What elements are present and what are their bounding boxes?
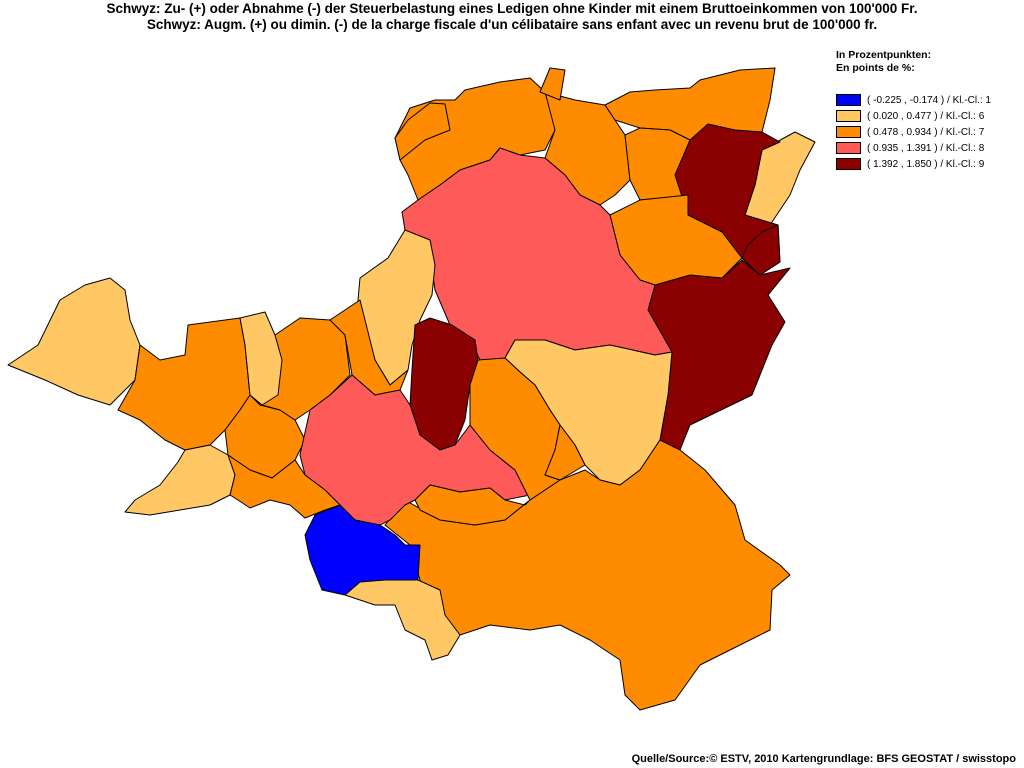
municipality-region[interactable] bbox=[394, 102, 451, 161]
municipality-region[interactable] bbox=[414, 484, 531, 526]
source-credit: Quelle/Source:© ESTV, 2010 Kartengrundla… bbox=[631, 753, 1016, 765]
legend-entry: ( 0.935 , 1.391 ) / Kl.-Cl.: 8 bbox=[836, 140, 991, 156]
municipality-region[interactable] bbox=[124, 444, 236, 516]
municipality-region[interactable] bbox=[604, 67, 776, 141]
municipality-region[interactable] bbox=[329, 299, 409, 396]
legend-label: ( -0.225 , -0.174 ) / Kl.-Cl.: 1 bbox=[867, 94, 991, 106]
legend-swatch bbox=[836, 110, 861, 122]
municipality-region[interactable] bbox=[741, 224, 781, 276]
municipality-region[interactable] bbox=[227, 454, 341, 519]
municipality-region[interactable] bbox=[384, 439, 791, 711]
legend-swatch bbox=[836, 142, 861, 154]
legend-swatch bbox=[836, 126, 861, 138]
municipality-region[interactable] bbox=[239, 311, 283, 406]
map-legend: In Prozentpunkten: En points de %: ( -0.… bbox=[836, 49, 991, 172]
legend-label: ( 1.392 , 1.850 ) / Kl.-Cl.: 9 bbox=[867, 158, 985, 170]
legend-heading-french: En points de %: bbox=[836, 62, 915, 74]
municipality-region[interactable] bbox=[224, 394, 306, 479]
municipality-region[interactable] bbox=[344, 579, 461, 661]
municipality-region[interactable] bbox=[539, 67, 566, 101]
legend-entry: ( 1.392 , 1.850 ) / Kl.-Cl.: 9 bbox=[836, 156, 991, 172]
legend-heading-german: In Prozentpunkten: bbox=[836, 49, 932, 61]
municipality-region[interactable] bbox=[304, 504, 421, 596]
legend-label: ( 0.478 , 0.934 ) / Kl.-Cl.: 7 bbox=[867, 126, 985, 138]
legend-entries: ( -0.225 , -0.174 ) / Kl.-Cl.: 1 ( 0.020 … bbox=[836, 92, 991, 172]
map-title-french: Schwyz: Augm. (+) ou dimin. (-) de la ch… bbox=[146, 17, 878, 32]
legend-entry: ( 0.478 , 0.934 ) / Kl.-Cl.: 7 bbox=[836, 124, 991, 140]
municipality-region[interactable] bbox=[401, 147, 673, 371]
municipality-region[interactable] bbox=[544, 424, 586, 481]
legend-entry: ( 0.020 , 0.477 ) / Kl.-Cl.: 6 bbox=[836, 108, 991, 124]
legend-label: ( 0.020 , 0.477 ) / Kl.-Cl.: 6 bbox=[867, 110, 985, 122]
legend-swatch bbox=[836, 94, 861, 106]
legend-heading: In Prozentpunkten: En points de %: bbox=[836, 49, 991, 75]
municipality-region[interactable] bbox=[7, 277, 141, 406]
legend-entry: ( -0.225 , -0.174 ) / Kl.-Cl.: 1 bbox=[836, 92, 991, 108]
legend-swatch bbox=[836, 158, 861, 170]
legend-label: ( 0.935 , 1.391 ) / Kl.-Cl.: 8 bbox=[867, 142, 985, 154]
map-title-german: Schwyz: Zu- (+) oder Abnahme (-) der Ste… bbox=[106, 1, 918, 16]
